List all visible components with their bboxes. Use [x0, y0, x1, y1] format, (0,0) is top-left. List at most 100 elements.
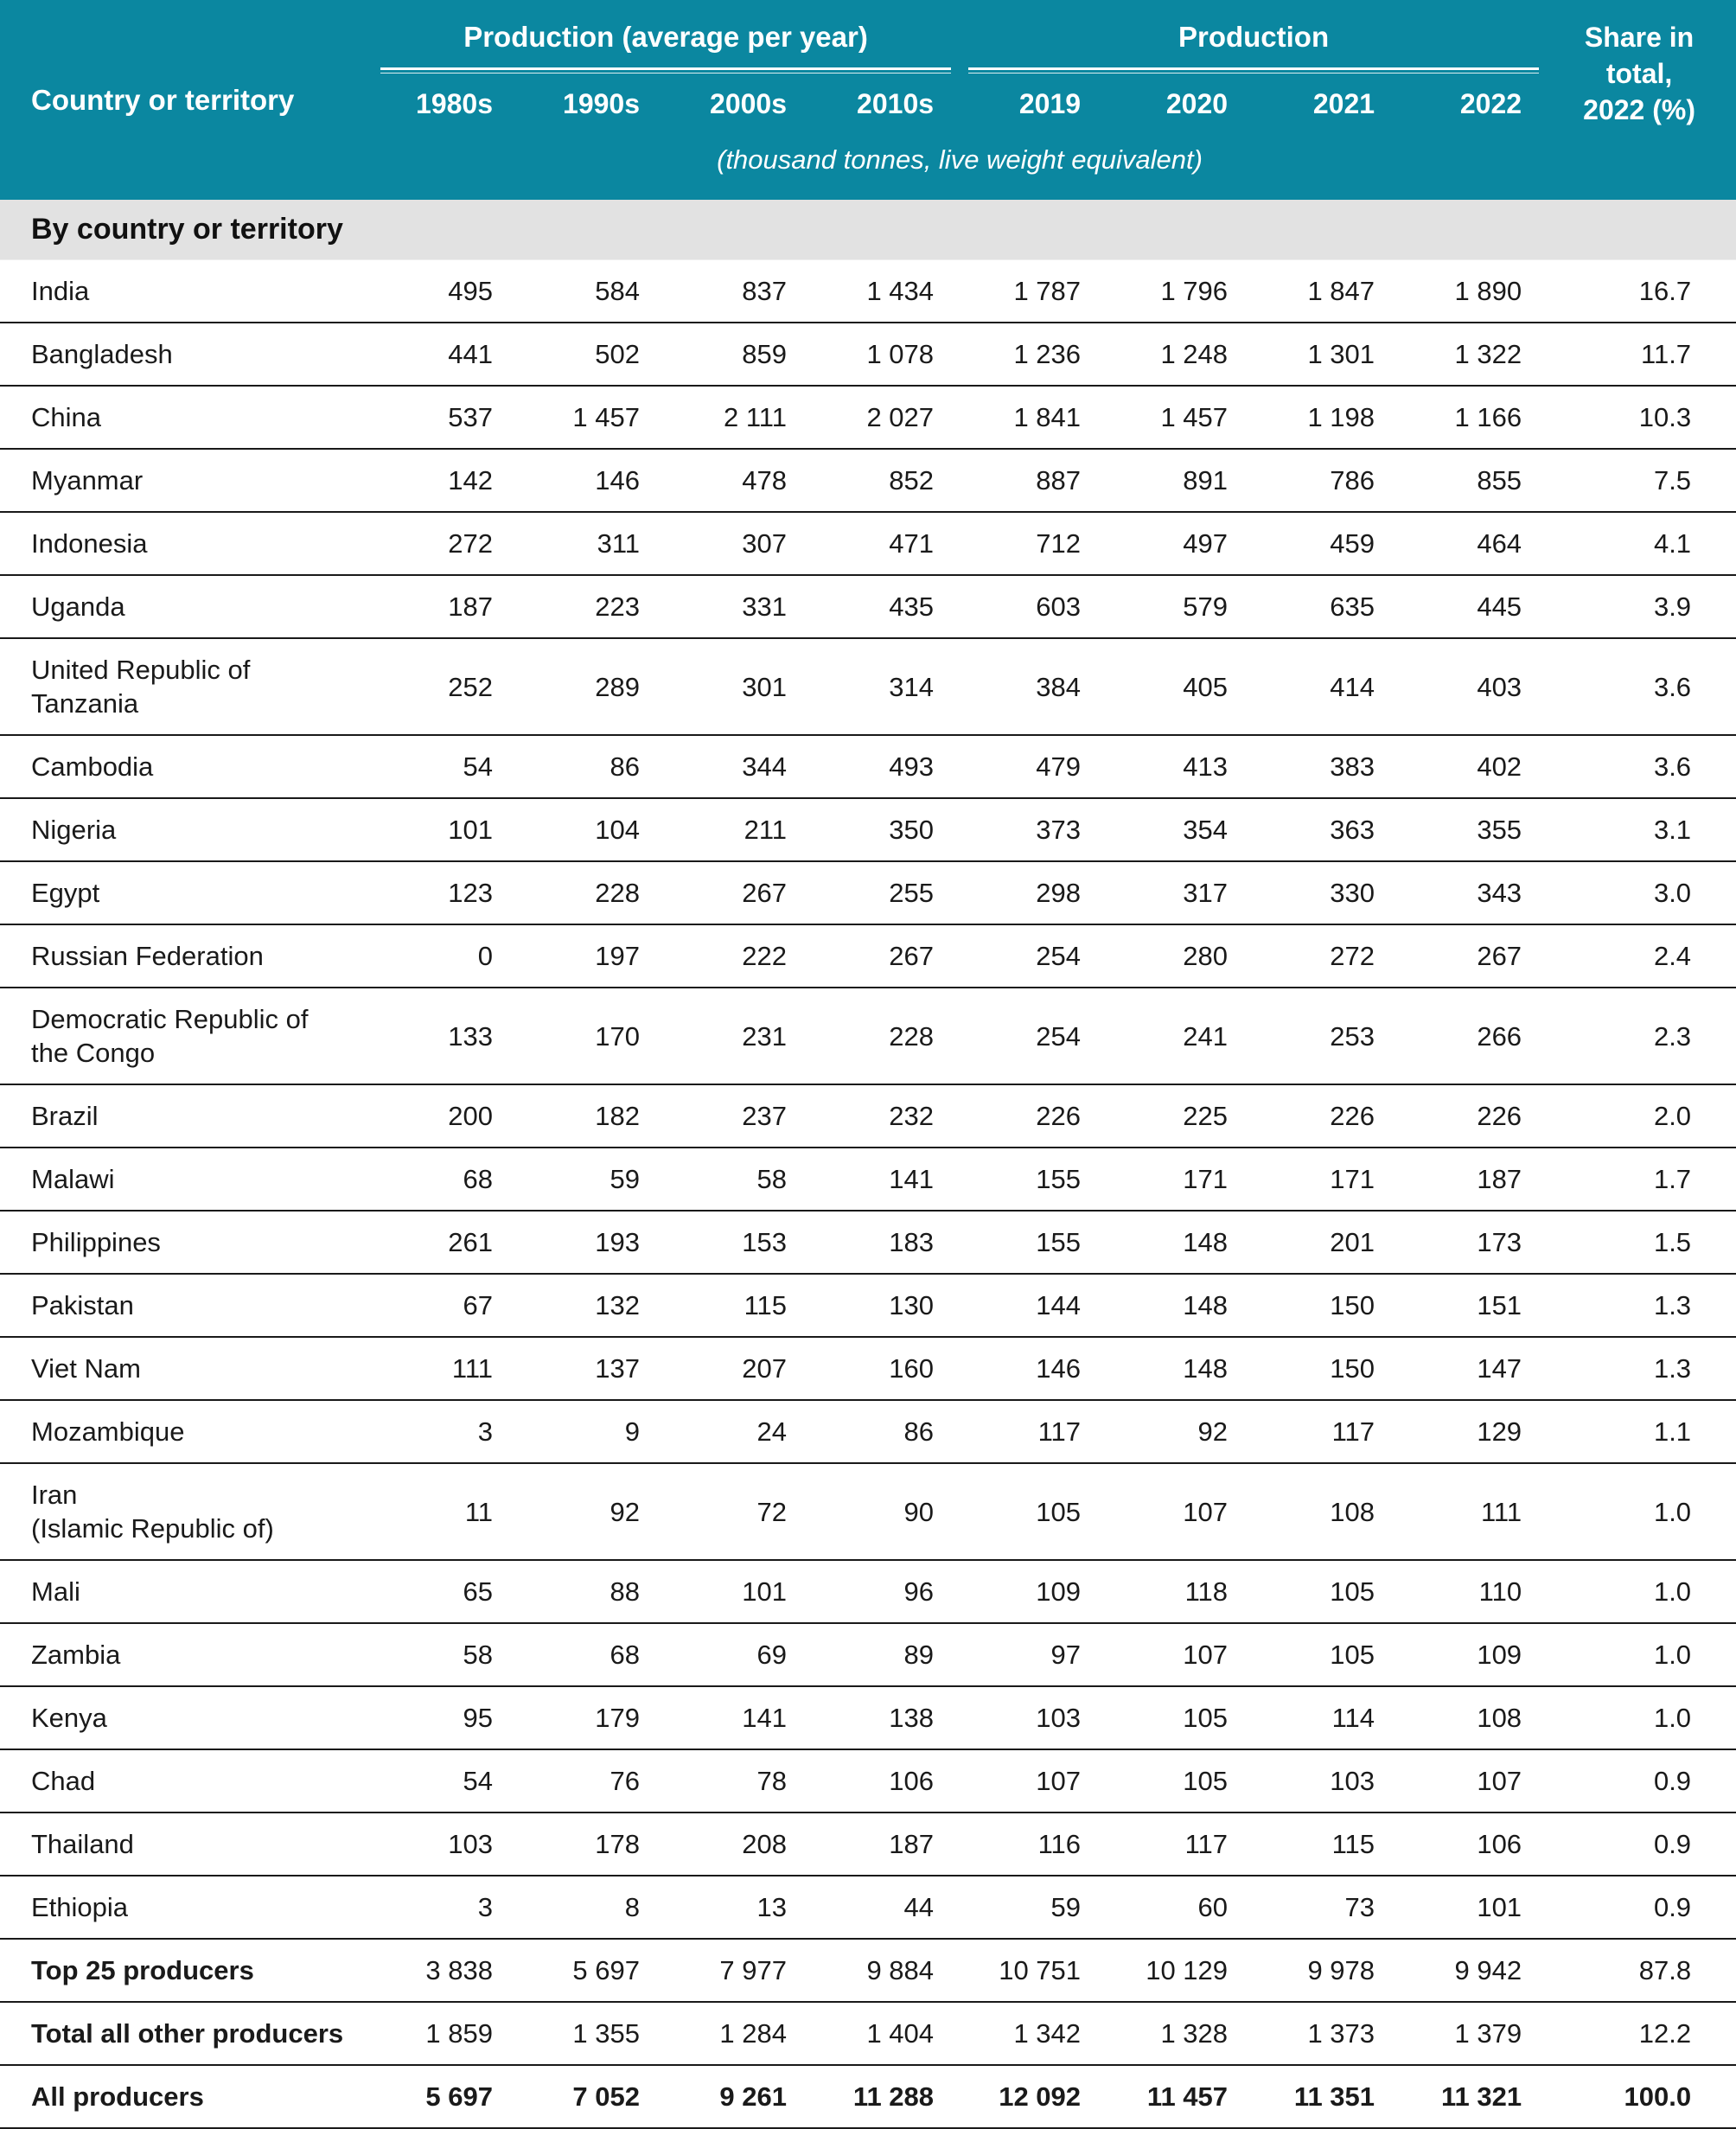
value-cell: 115 — [1254, 1813, 1401, 1876]
value-cell: 68 — [519, 1623, 666, 1687]
value-cell: 151 — [1401, 1274, 1548, 1338]
value-cell: 9 261 — [666, 2065, 813, 2129]
share-cell: 3.6 — [1548, 735, 1736, 799]
units-spacer — [0, 132, 372, 200]
value-cell: 331 — [666, 575, 813, 639]
value-cell: 712 — [960, 512, 1107, 576]
table-row: Ethiopia 3 8 13 44 59 60 73 101 0.9 — [0, 1876, 1736, 1940]
value-cell: 201 — [1254, 1211, 1401, 1275]
value-cell: 11 — [372, 1463, 519, 1561]
value-cell: 155 — [960, 1211, 1107, 1275]
value-cell: 153 — [666, 1211, 813, 1275]
value-cell: 96 — [813, 1560, 961, 1624]
value-cell: 150 — [1254, 1274, 1401, 1338]
share-cell: 1.7 — [1548, 1148, 1736, 1212]
share-cell: 0.9 — [1548, 1749, 1736, 1813]
value-cell: 5 697 — [372, 2065, 519, 2129]
country-cell: Chad — [0, 1749, 372, 1813]
value-cell: 1 166 — [1401, 386, 1548, 450]
value-cell: 579 — [1107, 575, 1254, 639]
group-header-average: Production (average per year) — [372, 0, 961, 74]
value-cell: 0 — [372, 924, 519, 988]
value-cell: 146 — [960, 1337, 1107, 1401]
value-cell: 65 — [372, 1560, 519, 1624]
table-row: Uganda 187 223 331 435 603 579 635 445 3.9 — [0, 575, 1736, 639]
value-cell: 9 942 — [1401, 1939, 1548, 2003]
value-cell: 111 — [372, 1337, 519, 1401]
value-cell: 132 — [519, 1274, 666, 1338]
value-cell: 108 — [1401, 1686, 1548, 1750]
value-cell: 354 — [1107, 798, 1254, 862]
value-cell: 105 — [1107, 1686, 1254, 1750]
value-cell: 90 — [813, 1463, 961, 1561]
year-header-2000s: 2000s — [666, 74, 813, 132]
table-row: Viet Nam 111 137 207 160 146 148 150 147 1.3 — [0, 1337, 1736, 1401]
value-cell: 106 — [1401, 1813, 1548, 1876]
table-row: Iran (Islamic Republic of) 11 92 72 90 105 107… — [0, 1463, 1736, 1561]
value-cell: 225 — [1107, 1084, 1254, 1148]
value-cell: 110 — [1401, 1560, 1548, 1624]
value-cell: 343 — [1401, 861, 1548, 925]
group-underline — [968, 67, 1540, 74]
value-cell: 2 111 — [666, 386, 813, 450]
value-cell: 123 — [372, 861, 519, 925]
value-cell: 44 — [813, 1876, 961, 1940]
value-cell: 8 — [519, 1876, 666, 1940]
value-cell: 1 236 — [960, 323, 1107, 387]
value-cell: 59 — [960, 1876, 1107, 1940]
table-row: Chad 54 76 78 106 107 105 103 107 0.9 — [0, 1749, 1736, 1813]
value-cell: 1 457 — [519, 386, 666, 450]
value-cell: 69 — [666, 1623, 813, 1687]
value-cell: 254 — [960, 924, 1107, 988]
country-cell: Myanmar — [0, 449, 372, 513]
table-row: Cambodia 54 86 344 493 479 413 383 402 3.6 — [0, 735, 1736, 799]
value-cell: 73 — [1254, 1876, 1401, 1940]
value-cell: 115 — [666, 1274, 813, 1338]
value-cell: 146 — [519, 449, 666, 513]
value-cell: 86 — [813, 1400, 961, 1464]
value-cell: 97 — [960, 1623, 1107, 1687]
value-cell: 105 — [960, 1463, 1107, 1561]
country-cell: Nigeria — [0, 798, 372, 862]
units-spacer — [1548, 132, 1736, 200]
table-row: Pakistan 67 132 115 130 144 148 150 151 1.3 — [0, 1274, 1736, 1338]
value-cell: 255 — [813, 861, 961, 925]
value-cell: 54 — [372, 1749, 519, 1813]
value-cell: 301 — [666, 638, 813, 736]
value-cell: 108 — [1254, 1463, 1401, 1561]
value-cell: 859 — [666, 323, 813, 387]
country-cell: Malawi — [0, 1148, 372, 1212]
value-cell: 9 — [519, 1400, 666, 1464]
share-cell: 1.3 — [1548, 1337, 1736, 1401]
value-cell: 252 — [372, 638, 519, 736]
value-cell: 405 — [1107, 638, 1254, 736]
value-cell: 12 092 — [960, 2065, 1107, 2129]
value-cell: 384 — [960, 638, 1107, 736]
value-cell: 253 — [1254, 988, 1401, 1085]
table-row: Malawi 68 59 58 141 155 171 171 187 1.7 — [0, 1148, 1736, 1212]
value-cell: 200 — [372, 1084, 519, 1148]
group-header-production: Production — [960, 0, 1548, 74]
value-cell: 137 — [519, 1337, 666, 1401]
value-cell: 107 — [1107, 1463, 1254, 1561]
country-cell: Pakistan — [0, 1274, 372, 1338]
value-cell: 363 — [1254, 798, 1401, 862]
value-cell: 130 — [813, 1274, 961, 1338]
value-cell: 1 198 — [1254, 386, 1401, 450]
value-cell: 92 — [519, 1463, 666, 1561]
value-cell: 891 — [1107, 449, 1254, 513]
share-cell: 1.5 — [1548, 1211, 1736, 1275]
value-cell: 92 — [1107, 1400, 1254, 1464]
value-cell: 445 — [1401, 575, 1548, 639]
value-cell: 9 978 — [1254, 1939, 1401, 2003]
table-row: Brazil 200 182 237 232 226 225 226 226 2.0 — [0, 1084, 1736, 1148]
value-cell: 141 — [666, 1686, 813, 1750]
share-cell: 1.3 — [1548, 1274, 1736, 1338]
country-cell: Kenya — [0, 1686, 372, 1750]
value-cell: 1 841 — [960, 386, 1107, 450]
value-cell: 241 — [1107, 988, 1254, 1085]
country-cell: Egypt — [0, 861, 372, 925]
value-cell: 129 — [1401, 1400, 1548, 1464]
share-cell: 7.5 — [1548, 449, 1736, 513]
table-row: Mali 65 88 101 96 109 118 105 110 1.0 — [0, 1560, 1736, 1624]
